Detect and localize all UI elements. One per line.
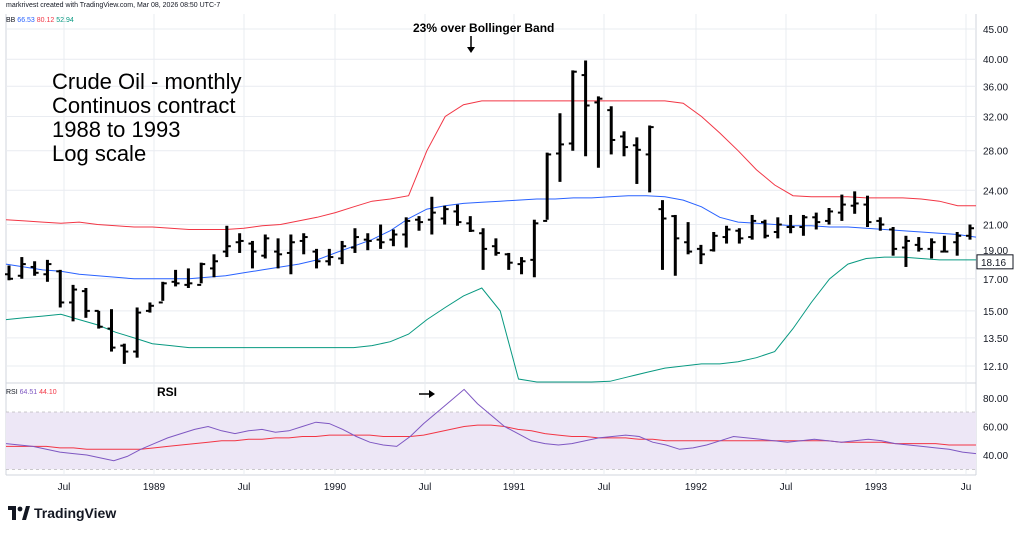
price-tick-label: 32.00	[983, 112, 1008, 123]
last-price-label: 18.16	[981, 258, 1006, 269]
time-tick-label: Jul	[598, 482, 611, 493]
rsi-ma-value: 44.10	[39, 389, 57, 396]
bb-value-lower: 52.94	[56, 17, 74, 24]
time-tick-label: Jul	[780, 482, 793, 493]
annotation-line-1: Crude Oil - monthly	[52, 69, 242, 94]
annotation-line-2: Continuos contract	[52, 93, 236, 118]
time-tick-label: Ju	[961, 482, 972, 493]
price-tick-label: 36.00	[983, 82, 1008, 93]
price-axis: 45.00 40.00 36.00 32.00 28.00 24.00 21.00 19.00…	[419, 25, 1014, 462]
time-axis: Jul 1989 Jul 1990 Jul 1991 Jul 1992 Jul 1993 Ju	[58, 482, 972, 493]
peak-arrow-head	[467, 47, 475, 53]
bb-value-basis: 66.53	[17, 17, 35, 24]
bb-lower-line	[5, 256, 976, 383]
rsi-value: 64.51	[19, 389, 38, 396]
bb-basis-line	[5, 195, 977, 280]
rsi-arrow-head	[429, 390, 435, 398]
price-tick-label: 19.00	[983, 246, 1008, 257]
bb-label: BB	[6, 17, 16, 24]
time-tick-label: 1989	[143, 482, 166, 493]
price-tick-label: 12.10	[983, 362, 1008, 373]
time-tick-label: 1992	[685, 482, 708, 493]
brand-name: TradingView	[34, 505, 117, 521]
tradingview-logo-icon	[8, 506, 30, 520]
price-tick-label: 15.00	[983, 307, 1008, 318]
bb-value-upper: 80.12	[36, 17, 55, 24]
rsi-ma-line	[6, 424, 976, 450]
peak-annotation: 23% over Bollinger Band	[413, 21, 555, 35]
rsi-label: RSI	[6, 389, 18, 396]
price-tick-label: 24.00	[983, 186, 1008, 197]
rsi-tick-label: 40.00	[983, 451, 1008, 462]
rsi-legend[interactable]: RSI 64.51 44.10	[6, 389, 57, 396]
time-tick-label: Jul	[58, 482, 71, 493]
price-tick-label: 21.00	[983, 221, 1008, 232]
rsi-tick-label: 60.00	[983, 423, 1008, 434]
credit-text: markrivest created with TradingView.com,…	[6, 2, 221, 9]
grid-layer	[5, 14, 977, 476]
rsi-line	[5, 388, 977, 462]
price-tick-label: 13.50	[983, 334, 1008, 345]
rsi-annotation: RSI	[157, 385, 178, 399]
tradingview-logo[interactable]: TradingView	[8, 505, 116, 521]
annotation-line-4: Log scale	[52, 141, 147, 166]
time-tick-label: Jul	[419, 482, 432, 493]
last-price-tag	[976, 254, 1014, 270]
ohlc-bars	[5, 60, 974, 364]
chart-annotation-title: Crude Oil - monthly Continuos contract 1…	[52, 70, 242, 166]
bb-legend[interactable]: BB 66.53 80.12 52.94	[6, 17, 74, 24]
rsi-tick-label: 80.00	[983, 394, 1008, 405]
price-tick-label: 40.00	[983, 55, 1008, 66]
price-tick-label: 28.00	[983, 147, 1008, 158]
time-tick-label: 1991	[503, 482, 526, 493]
indicator-layer	[5, 100, 977, 462]
time-tick-label: Jul	[238, 482, 251, 493]
price-tick-label: 17.00	[983, 275, 1008, 286]
annotation-line-3: 1988 to 1993	[52, 117, 181, 142]
time-tick-label: 1993	[865, 482, 888, 493]
bb-upper-line	[5, 100, 976, 230]
time-tick-label: 1990	[324, 482, 347, 493]
price-tick-label: 45.00	[983, 25, 1008, 36]
